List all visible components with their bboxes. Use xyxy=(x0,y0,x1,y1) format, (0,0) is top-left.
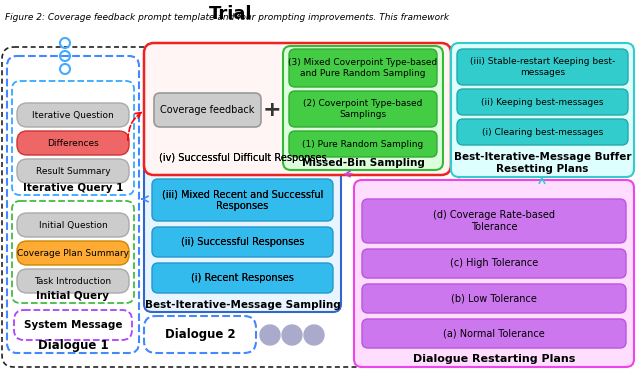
Text: (ii) Successful Responses: (ii) Successful Responses xyxy=(181,237,304,247)
Text: (i) Recent Responses: (i) Recent Responses xyxy=(191,273,294,283)
Text: Trial: Trial xyxy=(209,5,252,23)
Text: Iterative Query 1: Iterative Query 1 xyxy=(23,183,123,193)
Text: (ii) Successful Responses: (ii) Successful Responses xyxy=(181,237,304,247)
Text: Result Summary: Result Summary xyxy=(36,166,110,175)
Text: (iii) Mixed Recent and Successful
Responses: (iii) Mixed Recent and Successful Respon… xyxy=(162,189,323,211)
FancyBboxPatch shape xyxy=(362,319,626,348)
Text: Best-Iterative-Message Buffer
Resetting Plans: Best-Iterative-Message Buffer Resetting … xyxy=(454,152,631,174)
FancyBboxPatch shape xyxy=(17,159,129,183)
Text: Task Introduction: Task Introduction xyxy=(35,276,111,285)
Text: (iv) Successful Difficult Responses: (iv) Successful Difficult Responses xyxy=(159,153,326,163)
Text: Dialogue 2: Dialogue 2 xyxy=(164,328,236,341)
Circle shape xyxy=(304,325,324,345)
FancyBboxPatch shape xyxy=(457,49,628,85)
Text: Differences: Differences xyxy=(47,138,99,147)
Text: Missed-Bin Sampling: Missed-Bin Sampling xyxy=(301,157,424,168)
FancyBboxPatch shape xyxy=(457,89,628,115)
Text: (a) Normal Tolerance: (a) Normal Tolerance xyxy=(443,328,545,338)
FancyBboxPatch shape xyxy=(12,201,134,303)
FancyBboxPatch shape xyxy=(289,131,437,157)
FancyBboxPatch shape xyxy=(354,180,634,367)
Text: Figure 2: Coverage feedback prompt template and four prompting improvements. Thi: Figure 2: Coverage feedback prompt templ… xyxy=(5,12,449,21)
Text: (c) High Tolerance: (c) High Tolerance xyxy=(450,258,538,269)
FancyBboxPatch shape xyxy=(152,179,333,221)
Text: (2) Coverpoint Type-based
Samplings: (2) Coverpoint Type-based Samplings xyxy=(303,99,422,119)
Text: Best-Iterative-Message Sampling: Best-Iterative-Message Sampling xyxy=(145,300,340,310)
FancyBboxPatch shape xyxy=(154,93,261,127)
Text: (iii) Mixed Recent and Successful
Responses: (iii) Mixed Recent and Successful Respon… xyxy=(162,189,323,211)
FancyBboxPatch shape xyxy=(17,241,129,265)
Text: (d) Coverage Rate-based
Tolerance: (d) Coverage Rate-based Tolerance xyxy=(433,210,555,232)
FancyBboxPatch shape xyxy=(17,269,129,293)
Text: (iii) Stable-restart Keeping best-
messages: (iii) Stable-restart Keeping best- messa… xyxy=(470,57,615,77)
Text: +: + xyxy=(262,100,282,120)
FancyBboxPatch shape xyxy=(12,81,134,195)
Text: (b) Low Tolerance: (b) Low Tolerance xyxy=(451,294,537,303)
FancyBboxPatch shape xyxy=(17,131,129,155)
Text: System Message: System Message xyxy=(24,320,122,330)
FancyBboxPatch shape xyxy=(17,213,129,237)
FancyBboxPatch shape xyxy=(362,284,626,313)
FancyBboxPatch shape xyxy=(283,46,443,170)
Text: (i) Clearing best-messages: (i) Clearing best-messages xyxy=(482,128,603,137)
Text: Coverage Plan Summary: Coverage Plan Summary xyxy=(17,248,129,258)
Text: Iterative Question: Iterative Question xyxy=(32,110,114,120)
Text: (ii) Keeping best-messages: (ii) Keeping best-messages xyxy=(481,98,604,107)
FancyBboxPatch shape xyxy=(362,249,626,278)
FancyBboxPatch shape xyxy=(289,91,437,127)
FancyBboxPatch shape xyxy=(152,143,333,173)
FancyBboxPatch shape xyxy=(144,43,451,175)
FancyBboxPatch shape xyxy=(14,310,132,340)
Text: (iv) Successful Difficult Responses: (iv) Successful Difficult Responses xyxy=(159,153,326,163)
FancyBboxPatch shape xyxy=(362,199,626,243)
Text: (1) Pure Random Sampling: (1) Pure Random Sampling xyxy=(302,140,424,148)
Text: (i) Recent Responses: (i) Recent Responses xyxy=(191,273,294,283)
FancyBboxPatch shape xyxy=(17,103,129,127)
FancyBboxPatch shape xyxy=(451,43,634,177)
FancyBboxPatch shape xyxy=(144,62,341,312)
FancyBboxPatch shape xyxy=(457,119,628,145)
Circle shape xyxy=(260,325,280,345)
FancyBboxPatch shape xyxy=(152,263,333,293)
Text: Coverage feedback: Coverage feedback xyxy=(160,105,255,115)
FancyBboxPatch shape xyxy=(289,49,437,87)
Text: (3) Mixed Coverpoint Type-based
and Pure Random Sampling: (3) Mixed Coverpoint Type-based and Pure… xyxy=(289,58,438,78)
Text: Dialogue Restarting Plans: Dialogue Restarting Plans xyxy=(413,355,575,365)
Text: Initial Question: Initial Question xyxy=(38,221,108,230)
FancyBboxPatch shape xyxy=(152,227,333,257)
Text: Initial Query: Initial Query xyxy=(36,291,109,301)
Text: Dialogue 1: Dialogue 1 xyxy=(38,338,108,352)
Circle shape xyxy=(282,325,302,345)
